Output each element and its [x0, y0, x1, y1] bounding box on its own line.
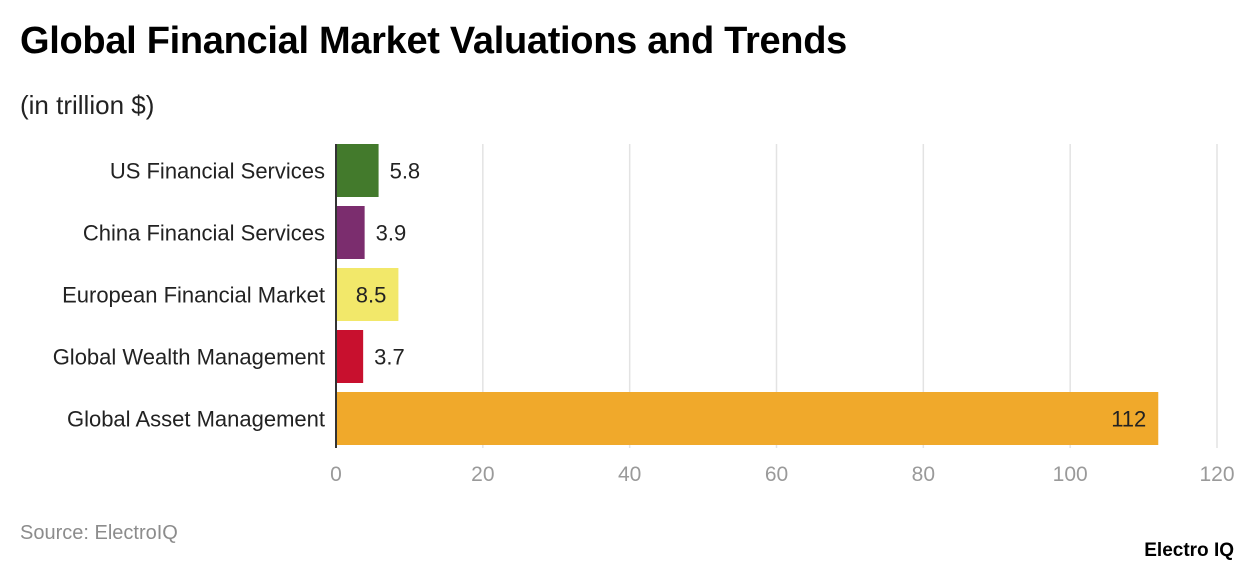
bars: 5.8 3.9 8.5 3.7 112 — [335, 144, 1159, 448]
page-title: Global Financial Market Valuations and T… — [20, 20, 847, 62]
data-label: 5.8 — [390, 159, 421, 184]
x-tick-label: 40 — [618, 463, 641, 486]
x-tick-label: 100 — [1053, 463, 1088, 486]
x-tick-label: 120 — [1199, 463, 1234, 486]
category-label: US Financial Services — [110, 159, 325, 184]
category-labels: US Financial Services China Financial Ser… — [53, 159, 325, 432]
source-note: Source: ElectroIQ — [20, 522, 178, 544]
x-tick-label: 80 — [912, 463, 935, 486]
x-tick-label: 60 — [765, 463, 788, 486]
category-label: China Financial Services — [83, 221, 325, 246]
category-label: Global Wealth Management — [53, 345, 325, 370]
data-label: 8.5 — [356, 283, 387, 308]
category-label: Global Asset Management — [67, 407, 325, 432]
data-label: 112 — [1111, 407, 1146, 432]
brand-logo: Electro IQ — [1144, 540, 1234, 561]
bar — [336, 206, 365, 259]
bar — [336, 144, 379, 197]
bar — [336, 392, 1159, 445]
x-axis-ticks: 0 20 40 60 80 100 120 — [330, 463, 1234, 486]
chart-subtitle: (in trillion $) — [20, 90, 155, 120]
data-label: 3.7 — [374, 345, 405, 370]
x-tick-label: 0 — [330, 463, 342, 486]
bar — [336, 268, 399, 321]
bar — [336, 330, 364, 383]
data-label: 3.9 — [376, 221, 407, 246]
category-label: European Financial Market — [62, 283, 325, 308]
x-tick-label: 20 — [471, 463, 494, 486]
